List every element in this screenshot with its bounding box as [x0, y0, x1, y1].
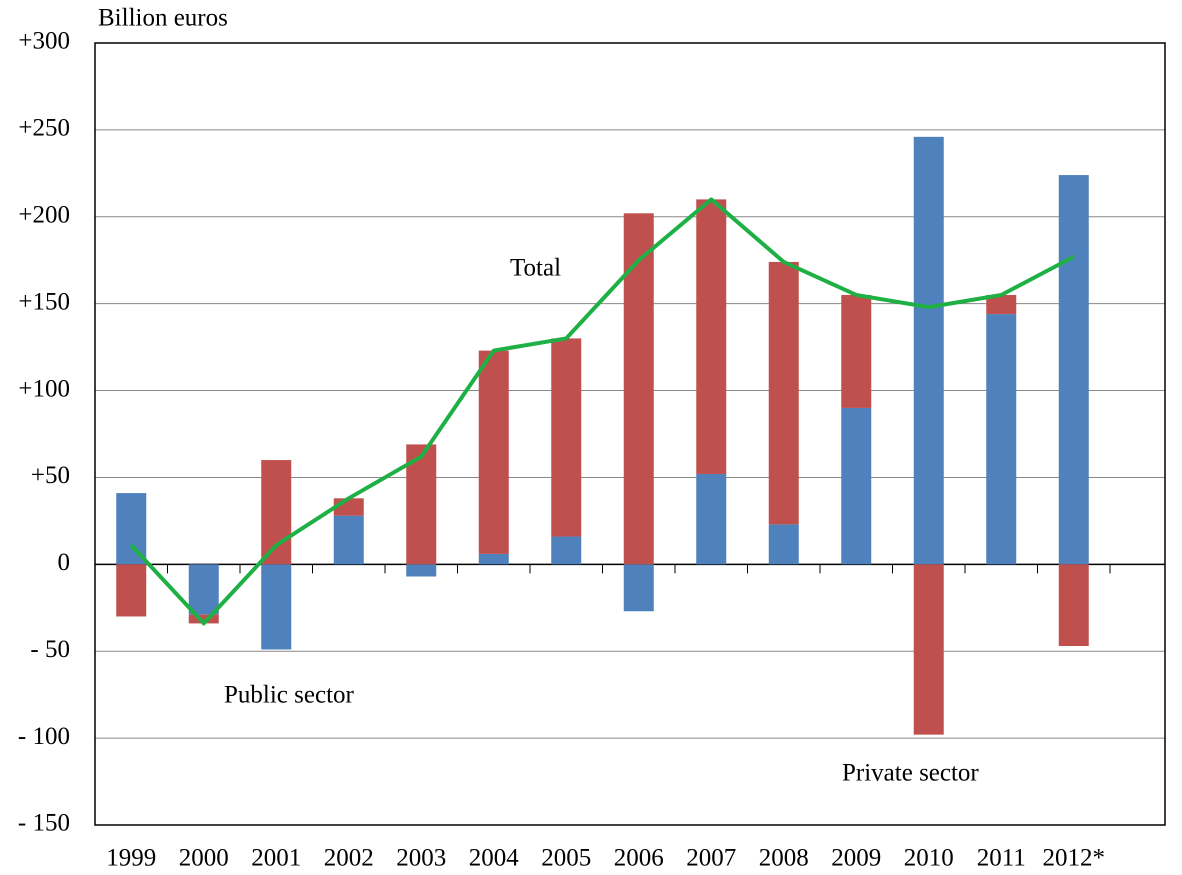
bar: [478, 553, 509, 565]
bar: [768, 261, 799, 525]
y-tick-label: - 150: [18, 810, 70, 837]
x-tick-label: 2011: [977, 845, 1026, 872]
series-label: Total: [510, 255, 561, 282]
y-tick-label: +250: [18, 115, 70, 142]
x-tick-label: 2000: [179, 845, 229, 872]
bar: [696, 199, 727, 474]
x-tick-label: 2009: [831, 845, 881, 872]
x-tick-label: 2002: [324, 845, 374, 872]
total-line: [129, 197, 1075, 626]
bar: [841, 294, 872, 408]
bar: [406, 564, 437, 577]
x-tick-label: 2005: [541, 845, 591, 872]
x-tick-label: 2004: [469, 845, 520, 872]
bar: [261, 460, 292, 565]
series-label: Private sector: [842, 760, 979, 787]
y-tick-label: +300: [18, 28, 70, 55]
x-tick-label: 2012*: [1043, 845, 1106, 872]
bar: [551, 338, 582, 537]
x-tick-label: 2003: [396, 845, 446, 872]
bar: [623, 564, 654, 612]
x-tick-label: 2007: [686, 845, 736, 872]
x-tick-label: 2010: [904, 845, 954, 872]
bar: [116, 493, 147, 565]
y-tick-label: 0: [58, 549, 71, 576]
bar: [478, 350, 509, 554]
bar: [261, 564, 292, 650]
y-tick-label: +100: [18, 375, 70, 402]
bar: [551, 536, 582, 565]
bar: [913, 136, 944, 565]
plot-frame: [94, 42, 1166, 826]
series-label: Public sector: [224, 682, 355, 709]
x-tick-label: 2001: [251, 845, 301, 872]
x-tick-label: 2008: [759, 845, 809, 872]
bar: [696, 473, 727, 565]
bar: [913, 564, 944, 735]
y-tick-label: - 100: [18, 723, 70, 750]
bar: [623, 213, 654, 565]
bar: [841, 407, 872, 565]
y-tick-label: +200: [18, 202, 70, 229]
x-tick-label: 1999: [106, 845, 156, 872]
y-tick-label: - 50: [30, 636, 70, 663]
bar: [986, 294, 1017, 315]
y-tick-label: +50: [31, 462, 70, 489]
bar: [188, 614, 219, 624]
bar: [1058, 175, 1089, 565]
bar: [768, 524, 799, 565]
bar: [188, 564, 219, 615]
bar: [1058, 564, 1089, 647]
bar: [986, 314, 1017, 565]
y-axis-label: Billion euros: [98, 5, 228, 32]
bar: [116, 564, 147, 617]
bar: [333, 515, 364, 565]
x-tick-label: 2006: [614, 845, 664, 872]
y-tick-label: +150: [18, 288, 70, 315]
